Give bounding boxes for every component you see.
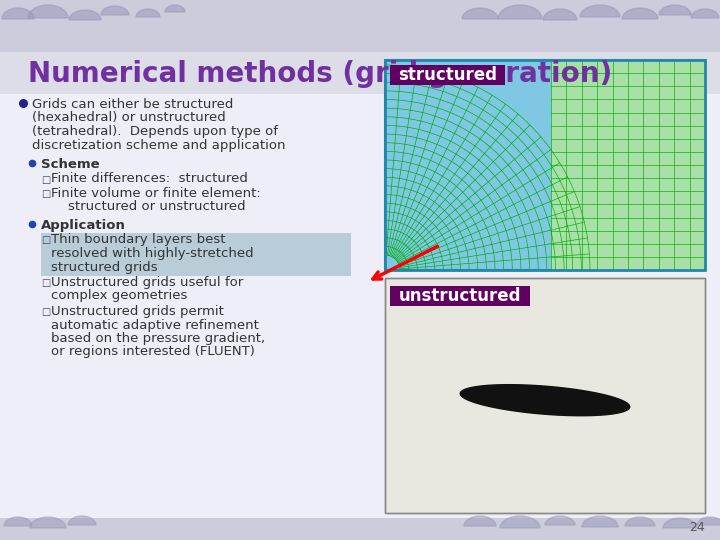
Text: Unstructured grids permit: Unstructured grids permit (51, 305, 224, 318)
FancyArrowPatch shape (373, 246, 438, 279)
Polygon shape (165, 5, 185, 12)
Polygon shape (498, 5, 542, 19)
Bar (390, 65, 505, 85)
Polygon shape (4, 517, 32, 526)
Polygon shape (582, 516, 618, 527)
Text: Unstructured grids useful for: Unstructured grids useful for (51, 276, 243, 289)
Polygon shape (28, 5, 68, 18)
Text: □: □ (41, 307, 50, 317)
Polygon shape (136, 9, 160, 17)
Polygon shape (622, 8, 658, 19)
Text: unstructured: unstructured (399, 287, 521, 305)
Polygon shape (500, 516, 540, 528)
Text: Grids can either be structured: Grids can either be structured (32, 98, 233, 111)
Polygon shape (580, 5, 620, 17)
Polygon shape (460, 384, 630, 416)
Polygon shape (697, 517, 720, 525)
Polygon shape (101, 6, 129, 15)
Bar (390, 286, 530, 306)
Text: structured or unstructured: structured or unstructured (51, 200, 246, 213)
Bar (0, 0, 720, 52)
Text: □: □ (41, 174, 50, 185)
Bar (385, 278, 705, 513)
Text: resolved with highly-stretched: resolved with highly-stretched (51, 247, 253, 260)
Text: based on the pressure gradient,: based on the pressure gradient, (51, 332, 265, 345)
Polygon shape (68, 516, 96, 525)
Text: □: □ (41, 235, 50, 246)
Text: Finite differences:  structured: Finite differences: structured (51, 172, 248, 186)
Bar (0, 518, 720, 540)
Polygon shape (659, 5, 691, 15)
Text: automatic adaptive refinement: automatic adaptive refinement (51, 319, 259, 332)
Polygon shape (543, 9, 577, 20)
Text: structured grids: structured grids (51, 260, 158, 273)
Text: Numerical methods (grid generation): Numerical methods (grid generation) (28, 60, 612, 88)
Polygon shape (30, 517, 66, 528)
Bar (385, 278, 705, 513)
Bar (385, 60, 705, 270)
Text: □: □ (41, 189, 50, 199)
Bar (41, 233, 351, 276)
Bar (551, 60, 705, 270)
Polygon shape (464, 516, 496, 526)
Text: discretization scheme and application: discretization scheme and application (32, 138, 286, 152)
Text: 24: 24 (689, 521, 705, 534)
Polygon shape (691, 9, 719, 18)
Text: □: □ (41, 278, 50, 288)
Text: Scheme: Scheme (41, 158, 99, 171)
Polygon shape (663, 518, 697, 528)
Bar (385, 60, 705, 270)
Polygon shape (545, 516, 575, 525)
Polygon shape (462, 8, 498, 19)
Text: (tetrahedral).  Depends upon type of: (tetrahedral). Depends upon type of (32, 125, 278, 138)
Text: Finite volume or finite element:: Finite volume or finite element: (51, 187, 261, 200)
Text: Application: Application (41, 219, 126, 232)
Polygon shape (625, 517, 655, 526)
Polygon shape (69, 10, 101, 20)
Text: or regions interested (FLUENT): or regions interested (FLUENT) (51, 346, 255, 359)
Text: Thin boundary layers best: Thin boundary layers best (51, 233, 225, 246)
Text: structured: structured (398, 66, 497, 84)
Text: (hexahedral) or unstructured: (hexahedral) or unstructured (32, 111, 226, 125)
Polygon shape (2, 8, 34, 19)
Text: complex geometries: complex geometries (51, 289, 187, 302)
Bar (0, 52, 720, 94)
